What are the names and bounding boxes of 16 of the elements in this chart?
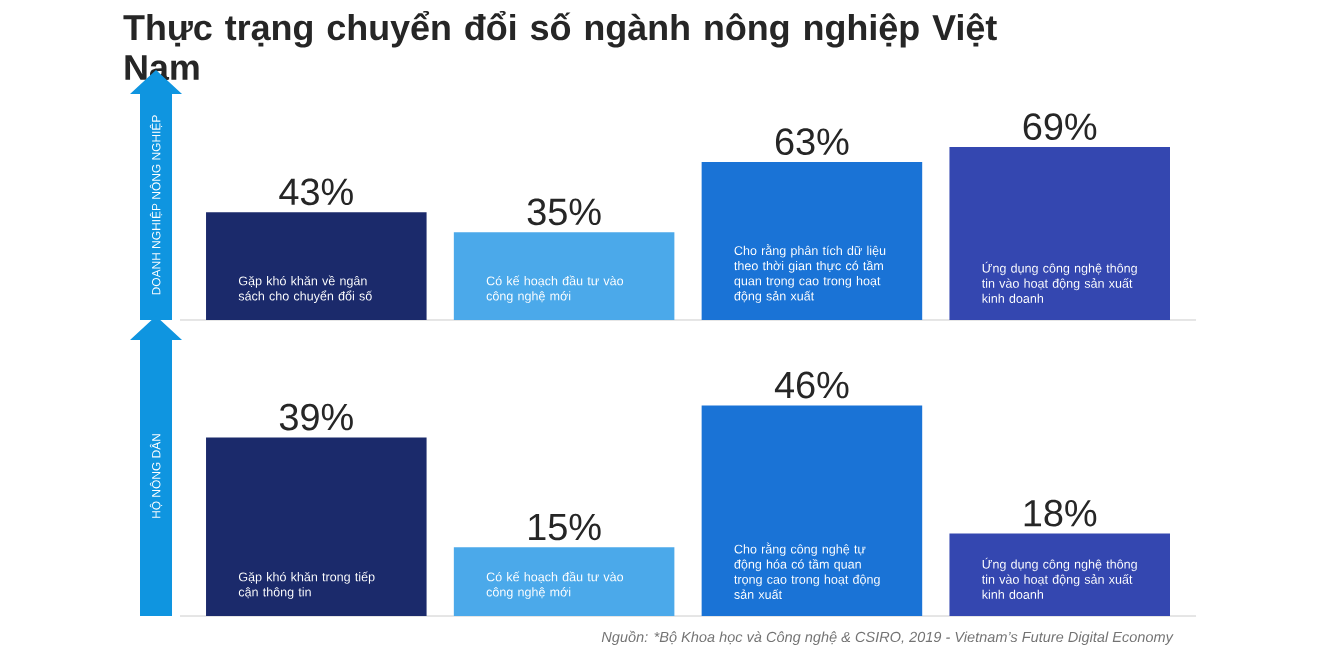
bar — [949, 533, 1170, 616]
bar — [453, 232, 675, 320]
bar — [206, 437, 427, 616]
data-label: 69% — [1023, 113, 1097, 141]
data-label: 46% — [774, 371, 849, 399]
data-label: 43% — [279, 178, 353, 206]
data-label: 39% — [279, 403, 353, 431]
bar — [701, 162, 923, 320]
data-label: 35% — [527, 198, 601, 226]
bar — [206, 212, 427, 320]
bar — [701, 405, 923, 616]
bar — [949, 147, 1170, 320]
data-label: 63% — [775, 128, 849, 156]
data-label: 18% — [1024, 499, 1097, 527]
data-label: 15% — [529, 513, 601, 541]
bar — [453, 547, 675, 616]
